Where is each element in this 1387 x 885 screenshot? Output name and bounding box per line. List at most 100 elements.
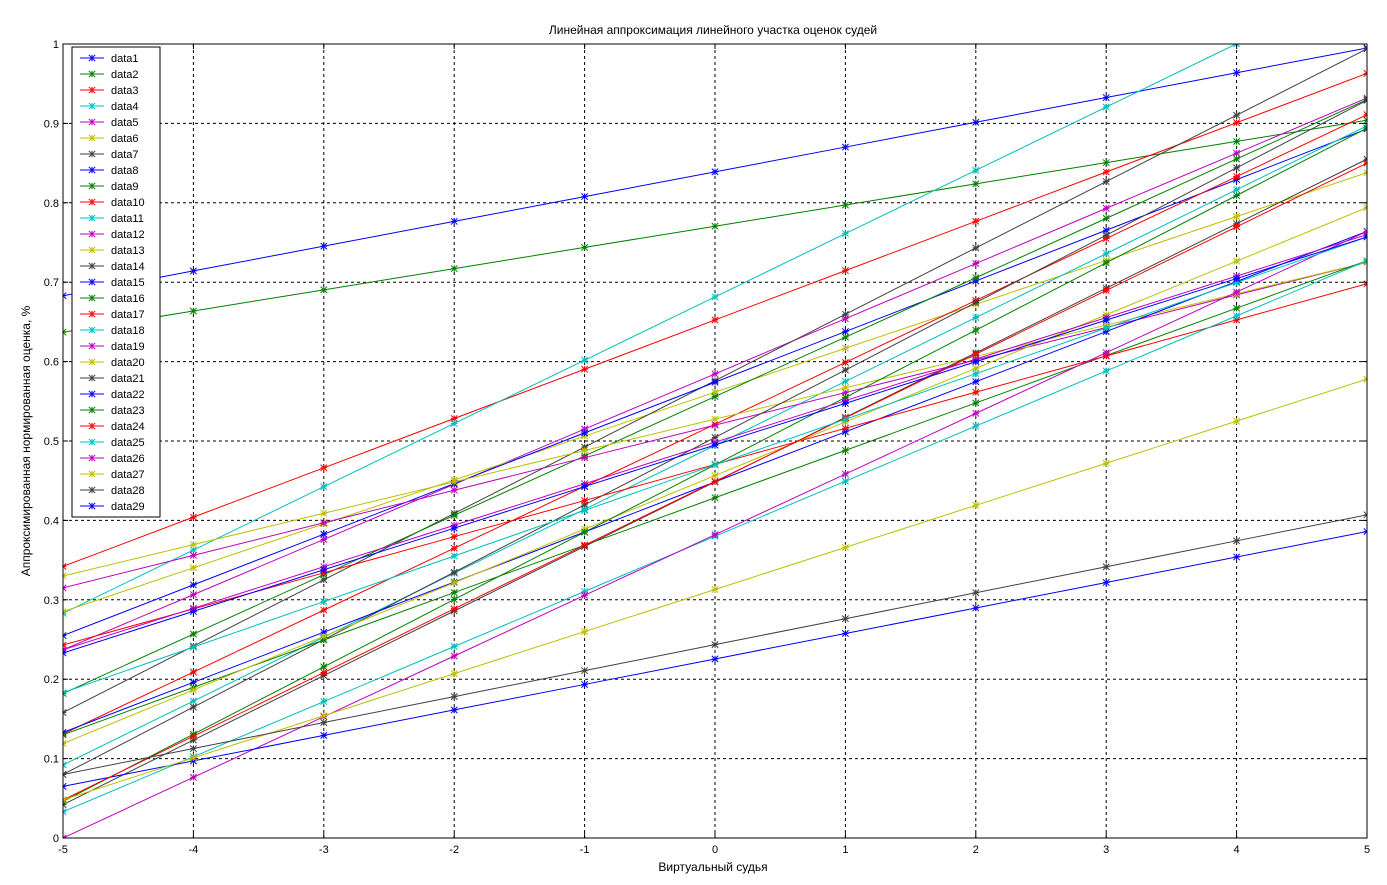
data-point [581,667,589,675]
data-point [711,441,719,449]
data-point [972,358,980,366]
data-point [1233,186,1241,194]
data-point [1233,191,1241,200]
legend-label: data25 [111,437,145,449]
data-point [972,166,980,174]
data-point [88,278,96,286]
legend-label: data3 [111,85,139,97]
legend-label: data19 [111,341,145,353]
y-tick-label: 0.9 [44,118,59,130]
legend-label: data26 [111,453,145,465]
data-point [63,689,67,698]
data-point [841,310,849,318]
data-point [1363,280,1367,288]
data-point [581,628,589,636]
grid [63,44,1367,838]
data-point [841,399,849,407]
legend-entry-data23: data23 [80,405,145,417]
data-point [581,429,589,437]
data-point [841,333,849,341]
data-point [1102,214,1110,222]
data-point [88,102,96,110]
data-point [972,180,980,188]
legend-label: data24 [111,421,145,433]
data-point [189,754,197,762]
data-point [841,470,849,478]
x-tick-label: 4 [1234,844,1240,856]
x-tick-label: 2 [973,844,979,856]
data-point [1102,231,1110,239]
data-point [450,605,458,613]
data-point [1102,563,1110,571]
y-tick-label: 0.1 [44,754,59,766]
data-point [189,773,197,781]
data-point [1233,274,1241,283]
data-point [88,502,96,510]
legend-label: data11 [111,213,144,225]
legend-entry-data1: data1 [80,53,139,65]
legend-entry-data6: data6 [80,133,139,145]
legend-entry-data17: data17 [80,309,145,321]
legend-entry-data20: data20 [80,357,145,369]
data-point [63,739,67,748]
data-point [88,486,96,494]
data-point [63,631,67,640]
data-point [1363,111,1367,119]
data-point [972,388,980,396]
legend-entry-data26: data26 [80,453,145,465]
data-point [450,511,458,519]
data-point [189,513,197,521]
legend-label: data2 [111,69,139,81]
data-point [711,461,719,469]
data-point [972,378,980,386]
data-point [1102,459,1110,467]
data-point [1363,527,1367,536]
data-point [189,703,197,711]
data-point [88,134,96,142]
legend: data1 data2 data3 data4 data5 data6 data7 data8… [71,46,161,518]
data-point [1363,257,1367,265]
series-data20 [63,204,1367,748]
data-point [972,589,980,597]
data-point [1363,233,1367,241]
data-point [841,230,849,238]
data-point [450,524,458,532]
data-point [1233,223,1241,231]
data-point [711,494,719,502]
data-point [1233,137,1241,145]
data-point [841,415,849,423]
data-point [450,642,458,651]
data-point [1102,286,1110,295]
data-point [88,358,96,366]
data-point [1363,227,1367,235]
data-point [1102,204,1110,212]
legend-entry-data8: data8 [80,165,139,177]
data-point [88,374,96,382]
data-point [1102,259,1110,267]
legend-entry-data27: data27 [80,469,145,481]
x-tick-label: -5 [58,844,68,856]
series-data25 [63,233,1367,697]
legend-label: data28 [111,485,145,497]
data-point [711,471,719,480]
data-point [88,326,96,334]
data-point [189,541,197,549]
data-point [320,731,328,739]
data-point [972,501,980,509]
data-point [1233,553,1241,561]
data-point [1233,164,1241,172]
data-point [972,299,980,307]
data-point [1363,116,1367,124]
data-point [88,422,96,430]
y-tick-label: 1 [53,39,59,51]
data-point [450,579,458,587]
data-point [841,366,849,374]
data-point [1102,328,1110,336]
legend-entry-data7: data7 [80,149,139,161]
legend-entry-data14: data14 [80,261,145,273]
data-point [1233,417,1241,425]
data-point [450,478,458,486]
data-point [972,217,980,225]
series-data27 [63,375,1367,804]
